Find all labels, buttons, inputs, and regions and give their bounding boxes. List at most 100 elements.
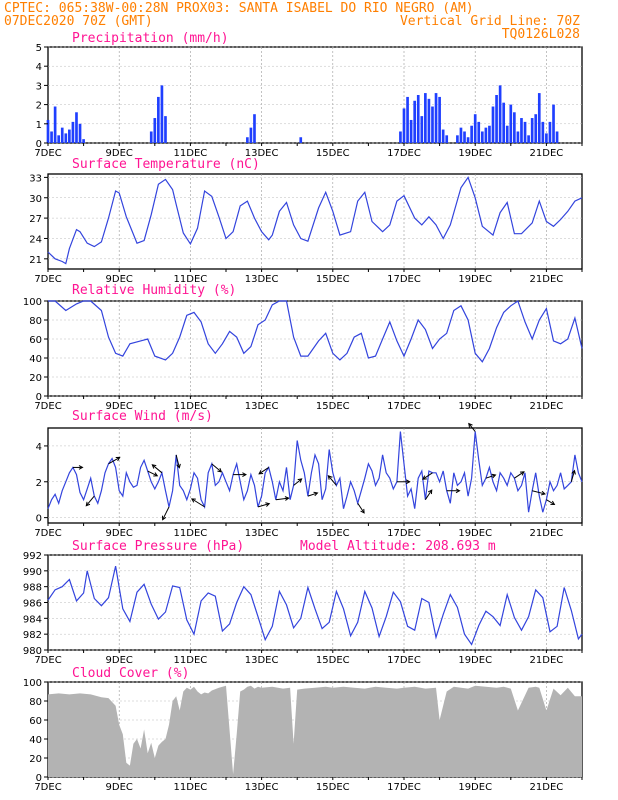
y-tick-label: 4	[36, 62, 42, 73]
precip-bar	[164, 116, 167, 143]
precip-bar	[445, 135, 449, 143]
precip-bar	[456, 135, 459, 143]
wind-arrow-head	[176, 463, 181, 469]
y-tick-label: 2	[36, 101, 42, 112]
wind-arrow-head	[327, 474, 333, 480]
wind-arrow-head	[468, 422, 473, 428]
precip-bar	[253, 114, 256, 143]
x-tick-label: 7DEC	[34, 401, 61, 412]
precip-bar	[541, 121, 545, 143]
precip-bar	[409, 119, 413, 143]
wind-arrow	[151, 464, 163, 474]
x-tick-label: 11DEC	[174, 655, 208, 666]
x-tick-label: 17DEC	[387, 148, 421, 159]
x-tick-label: 15DEC	[316, 655, 350, 666]
wind-arrow-head	[78, 465, 84, 470]
precip-bar	[495, 95, 498, 143]
x-tick-label: 21DEC	[530, 782, 564, 793]
x-tick-label: 9DEC	[106, 655, 133, 666]
x-tick-label: 15DEC	[316, 274, 350, 285]
wind-arrow	[357, 503, 365, 514]
pressure-title: Surface Pressure (hPa)	[72, 539, 244, 554]
panel-0: 0 1 2 3 4 5 7DEC 9DEC 11DEC 13DEC 15DEC 17DEC 19DEC 2…	[34, 43, 583, 159]
precip-bar	[523, 121, 527, 143]
precip-bar	[516, 131, 520, 143]
precip-bar	[480, 131, 484, 143]
x-tick-label: 11DEC	[174, 401, 208, 412]
y-tick-label: 990	[23, 567, 42, 578]
humidity-title: Relative Humidity (%)	[72, 283, 236, 298]
precip-bar	[82, 139, 85, 143]
wind-arrow	[485, 474, 496, 479]
series-line	[47, 431, 583, 513]
y-tick-label: 988	[23, 583, 42, 594]
cloud-title: Cloud Cover (%)	[72, 666, 189, 681]
precip-bar	[160, 85, 164, 143]
precip-bar	[520, 118, 523, 143]
y-tick-label: 33	[29, 173, 42, 184]
x-tick-label: 19DEC	[458, 782, 492, 793]
precip-bar	[477, 121, 481, 143]
precip-bar	[530, 118, 534, 143]
x-tick-label: 13DEC	[245, 401, 279, 412]
panel-frame	[47, 427, 583, 524]
precip-bar	[505, 125, 509, 143]
y-tick-label: 24	[29, 234, 42, 245]
x-tick-label: 13DEC	[245, 655, 279, 666]
precip-bar	[473, 114, 477, 143]
precip-bar	[431, 106, 434, 143]
precip-bar	[484, 127, 488, 143]
wind-arrow	[293, 478, 302, 486]
wind-arrow	[307, 492, 318, 497]
wind-arrow-head	[161, 515, 167, 521]
x-tick-label: 9DEC	[106, 274, 133, 285]
y-tick-label: 0	[36, 514, 42, 525]
precip-bar	[413, 100, 417, 143]
wind-arrow-head	[258, 470, 264, 475]
precip-bar	[299, 137, 303, 143]
wind-title: Surface Wind (m/s)	[72, 409, 213, 424]
model-altitude-label: Model Altitude: 208.693 m	[300, 539, 496, 554]
wind-arrow	[327, 475, 337, 486]
x-tick-label: 17DEC	[387, 528, 421, 539]
x-tick-label: 13DEC	[245, 148, 279, 159]
wind-arrow-head	[571, 469, 576, 475]
temp-title: Surface Temperature (nC)	[72, 157, 260, 172]
x-tick-label: 15DEC	[316, 528, 350, 539]
y-tick-label: 1	[36, 120, 42, 131]
wind-arrow-head	[297, 478, 303, 483]
wind-arrow-head	[405, 479, 411, 485]
precip-bar	[466, 137, 470, 143]
wind-arrow	[191, 498, 205, 508]
precip-bar	[513, 112, 516, 143]
x-tick-label: 21DEC	[530, 274, 564, 285]
x-tick-label: 15DEC	[316, 148, 350, 159]
precip-bar	[68, 129, 71, 143]
x-tick-label: 9DEC	[106, 782, 133, 793]
y-tick-label: 3	[36, 81, 42, 92]
x-tick-label: 9DEC	[106, 148, 133, 159]
precip-title: Precipitation (mm/h)	[72, 31, 229, 46]
precip-bar	[434, 93, 438, 143]
precip-bar	[71, 121, 75, 143]
precip-bar	[509, 104, 513, 143]
x-tick-label: 17DEC	[387, 655, 421, 666]
precip-bar	[502, 102, 506, 143]
wind-arrow-head	[242, 472, 247, 477]
x-tick-label: 13DEC	[245, 782, 279, 793]
wind-arrow-head	[313, 491, 319, 497]
precip-bar	[545, 133, 548, 143]
cloud-area	[48, 685, 582, 777]
y-tick-label: 40	[29, 354, 42, 365]
wind-arrow-head	[153, 472, 159, 477]
precip-bar	[463, 131, 466, 143]
precip-bar	[498, 85, 502, 143]
x-tick-label: 11DEC	[174, 528, 208, 539]
x-tick-label: 15DEC	[316, 782, 350, 793]
wind-arrow-head	[217, 467, 223, 473]
x-tick-label: 19DEC	[458, 148, 492, 159]
precip-bar	[249, 127, 253, 143]
x-tick-label: 9DEC	[106, 528, 133, 539]
